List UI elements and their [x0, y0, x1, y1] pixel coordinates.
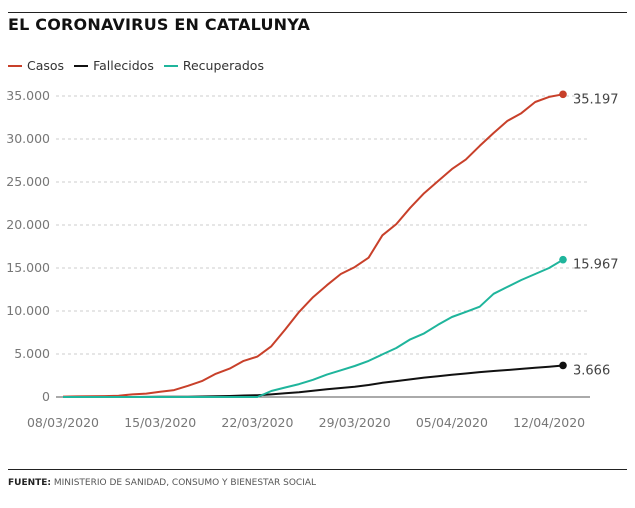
chart-plot: 0 5.000 10.000 15.000 20.000 25.000 30.000 35.0… [6, 88, 619, 430]
legend-item-recuperados[interactable]: Recuperados [163, 58, 264, 73]
chart-title: EL CORONAVIRUS EN CATALUNYA [8, 15, 311, 34]
legend-swatch-casos [8, 64, 22, 67]
legend-label-recuperados: Recuperados [182, 58, 264, 73]
y-tick-label: 10.000 [6, 303, 50, 318]
top-rule [8, 12, 627, 13]
series-end-point-casos [559, 90, 567, 99]
series-line-casos [62, 93, 564, 398]
series-end-label-casos: 35.197 [573, 92, 619, 107]
series-line-fallecidos [63, 364, 564, 398]
legend-swatch-fallecidos [74, 64, 89, 67]
source-text: MINISTERIO DE SANIDAD, CONSUMO Y BIENEST… [51, 478, 317, 488]
legend-swatch-recuperados [163, 64, 178, 67]
legend-label-casos: Casos [27, 58, 65, 73]
bottom-rule [8, 469, 627, 470]
source-note: FUENTE: MINISTERIO DE SANIDAD, CONSUMO Y… [8, 478, 316, 488]
x-tick-label: 15/03/2020 [124, 415, 196, 430]
x-tick-label: 22/03/2020 [221, 415, 293, 430]
legend-item-fallecidos[interactable]: Fallecidos [74, 58, 154, 73]
x-tick-label: 08/03/2020 [27, 415, 99, 430]
legend-label-fallecidos: Fallecidos [93, 58, 154, 73]
y-tick-label: 30.000 [6, 131, 50, 146]
y-tick-label: 0 [42, 389, 50, 404]
legend: Casos Fallecidos Recuperados [8, 58, 274, 73]
y-tick-label: 20.000 [6, 217, 50, 232]
y-tick-label: 35.000 [6, 88, 50, 103]
y-tick-label: 15.000 [6, 260, 50, 275]
series-end-point-recuperados [559, 255, 567, 264]
source-label: FUENTE: [8, 478, 52, 488]
series-end-label-recuperados: 15.967 [573, 258, 619, 273]
series-end-label-fallecidos: 3.666 [573, 363, 610, 378]
x-tick-label: 12/04/2020 [513, 415, 585, 430]
x-tick-label: 29/03/2020 [319, 415, 391, 430]
y-tick-label: 25.000 [6, 174, 50, 189]
legend-item-casos[interactable]: Casos [8, 58, 64, 73]
x-tick-label: 05/04/2020 [416, 415, 488, 430]
series-line-recuperados [63, 258, 564, 398]
series-end-point-fallecidos [559, 361, 567, 370]
y-tick-label: 5.000 [14, 346, 50, 361]
